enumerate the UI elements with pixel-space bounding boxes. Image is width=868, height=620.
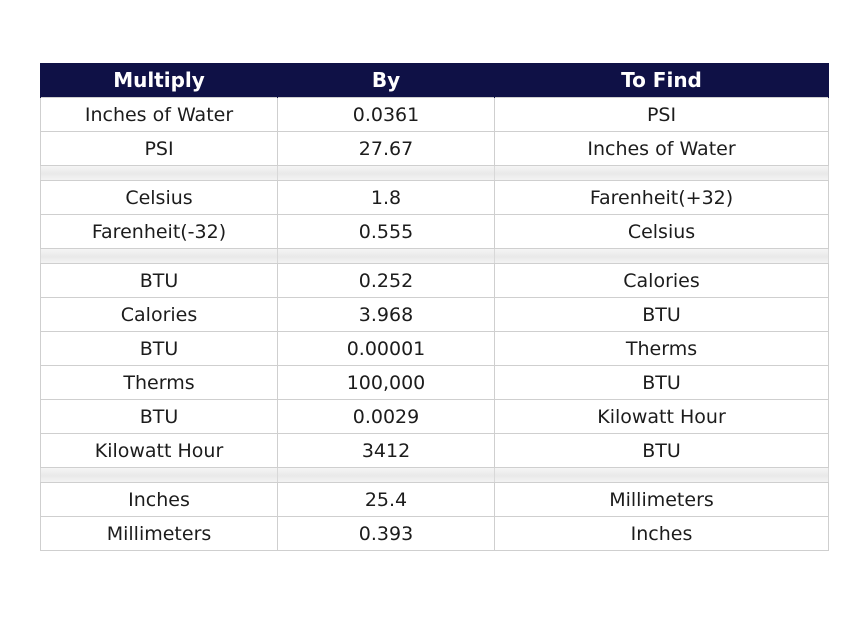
table-row: Millimeters 0.393 Inches	[40, 516, 829, 551]
to-find-cell: Inches	[494, 516, 829, 551]
table-row: Calories 3.968 BTU	[40, 297, 829, 332]
table-header: Multiply By To Find	[40, 63, 829, 98]
table-row: Inches of Water 0.0361 PSI	[40, 97, 829, 132]
by-cell: 27.67	[277, 131, 495, 166]
separator-cell	[277, 165, 495, 181]
by-cell: 100,000	[277, 365, 495, 400]
to-find-cell: Millimeters	[494, 482, 829, 517]
by-cell: 3412	[277, 433, 495, 468]
multiply-cell: BTU	[40, 263, 278, 298]
to-find-cell: Kilowatt Hour	[494, 399, 829, 434]
by-cell: 3.968	[277, 297, 495, 332]
conversion-table-container: Multiply By To Find Inches of Water 0.03…	[40, 63, 829, 551]
multiply-cell: Millimeters	[40, 516, 278, 551]
table-row: BTU 0.0029 Kilowatt Hour	[40, 399, 829, 434]
group-separator	[40, 165, 829, 181]
table-row: Inches 25.4 Millimeters	[40, 482, 829, 517]
by-cell: 0.00001	[277, 331, 495, 366]
multiply-cell: PSI	[40, 131, 278, 166]
multiply-cell: BTU	[40, 331, 278, 366]
by-cell: 0.0029	[277, 399, 495, 434]
separator-cell	[494, 467, 829, 483]
group-separator	[40, 248, 829, 264]
table-row: Therms 100,000 BTU	[40, 365, 829, 400]
multiply-cell: Farenheit(-32)	[40, 214, 278, 249]
separator-cell	[40, 248, 278, 264]
separator-cell	[40, 467, 278, 483]
to-find-cell: Celsius	[494, 214, 829, 249]
header-by: By	[277, 63, 495, 98]
separator-cell	[494, 165, 829, 181]
to-find-cell: PSI	[494, 97, 829, 132]
table-row: BTU 0.00001 Therms	[40, 331, 829, 366]
to-find-cell: Inches of Water	[494, 131, 829, 166]
table-row: Celsius 1.8 Farenheit(+32)	[40, 180, 829, 215]
multiply-cell: Calories	[40, 297, 278, 332]
separator-cell	[277, 467, 495, 483]
conversion-table: Multiply By To Find Inches of Water 0.03…	[40, 63, 829, 551]
header-multiply: Multiply	[40, 63, 278, 98]
to-find-cell: BTU	[494, 433, 829, 468]
table-row: PSI 27.67 Inches of Water	[40, 131, 829, 166]
by-cell: 0.0361	[277, 97, 495, 132]
table-row: Kilowatt Hour 3412 BTU	[40, 433, 829, 468]
to-find-cell: BTU	[494, 365, 829, 400]
table-row: BTU 0.252 Calories	[40, 263, 829, 298]
by-cell: 1.8	[277, 180, 495, 215]
by-cell: 0.555	[277, 214, 495, 249]
by-cell: 0.252	[277, 263, 495, 298]
to-find-cell: Therms	[494, 331, 829, 366]
to-find-cell: BTU	[494, 297, 829, 332]
by-cell: 0.393	[277, 516, 495, 551]
multiply-cell: BTU	[40, 399, 278, 434]
to-find-cell: Calories	[494, 263, 829, 298]
to-find-cell: Farenheit(+32)	[494, 180, 829, 215]
header-to-find: To Find	[494, 63, 829, 98]
table-body: Inches of Water 0.0361 PSI PSI 27.67 Inc…	[40, 97, 829, 551]
separator-cell	[277, 248, 495, 264]
multiply-cell: Celsius	[40, 180, 278, 215]
header-row: Multiply By To Find	[40, 63, 829, 98]
group-separator	[40, 467, 829, 483]
separator-cell	[40, 165, 278, 181]
multiply-cell: Kilowatt Hour	[40, 433, 278, 468]
by-cell: 25.4	[277, 482, 495, 517]
separator-cell	[494, 248, 829, 264]
multiply-cell: Therms	[40, 365, 278, 400]
table-row: Farenheit(-32) 0.555 Celsius	[40, 214, 829, 249]
multiply-cell: Inches of Water	[40, 97, 278, 132]
multiply-cell: Inches	[40, 482, 278, 517]
